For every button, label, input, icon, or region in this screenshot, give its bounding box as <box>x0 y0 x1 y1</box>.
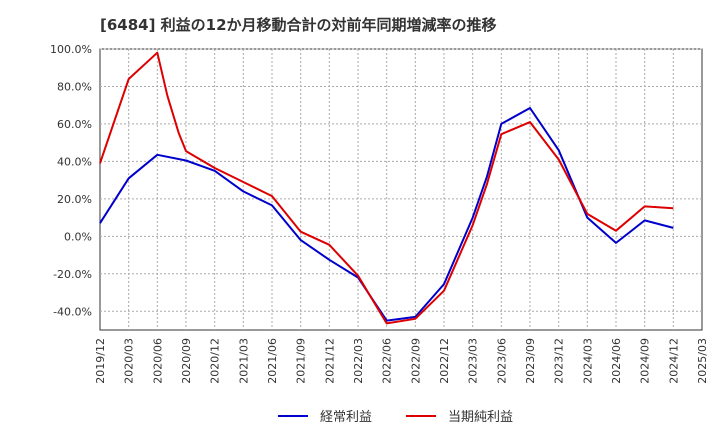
y-tick-label: 80.0% <box>57 80 92 93</box>
x-tick-label: 2021/06 <box>266 338 279 384</box>
x-tick-label: 2022/06 <box>381 338 394 384</box>
x-tick-label: 2024/06 <box>610 338 623 384</box>
x-tick-label: 2021/12 <box>323 338 336 384</box>
x-tick-label: 2020/06 <box>151 338 164 384</box>
x-tick-label: 2020/03 <box>123 338 136 384</box>
x-tick-label: 2021/09 <box>295 338 308 384</box>
y-tick-label: 20.0% <box>57 193 92 206</box>
x-tick-label: 2022/09 <box>409 338 422 384</box>
y-tick-label: -20.0% <box>53 268 92 281</box>
x-tick-label: 2022/03 <box>352 338 365 384</box>
y-tick-label: 60.0% <box>57 118 92 131</box>
x-tick-label: 2024/03 <box>581 338 594 384</box>
chart-title: [6484] 利益の12か月移動合計の対前年同期増減率の推移 <box>100 16 497 34</box>
x-tick-label: 2023/03 <box>467 338 480 384</box>
y-tick-label: 100.0% <box>50 43 92 56</box>
x-tick-label: 2020/09 <box>180 338 193 384</box>
x-tick-label: 2023/12 <box>553 338 566 384</box>
plot-area <box>99 48 703 331</box>
series-line-2 <box>99 51 674 325</box>
x-tick-label: 2022/12 <box>438 338 451 384</box>
x-tick-label: 2024/09 <box>639 338 652 384</box>
legend-label-1: 経常利益 <box>320 410 372 425</box>
series-line-1 <box>99 107 674 322</box>
x-tick-label: 2024/12 <box>667 338 680 384</box>
x-tick-label: 2023/09 <box>524 338 537 384</box>
y-tick-label: 0.0% <box>64 230 92 243</box>
x-tick-label: 2021/03 <box>237 338 250 384</box>
x-tick-label: 2023/06 <box>495 338 508 384</box>
x-tick-label: 2020/12 <box>209 338 222 384</box>
x-tick-label: 2019/12 <box>94 338 107 384</box>
legend-label-2: 当期純利益 <box>448 410 513 425</box>
x-tick-label: 2025/03 <box>696 338 709 384</box>
y-tick-label: 40.0% <box>57 155 92 168</box>
y-tick-label: -40.0% <box>53 305 92 318</box>
